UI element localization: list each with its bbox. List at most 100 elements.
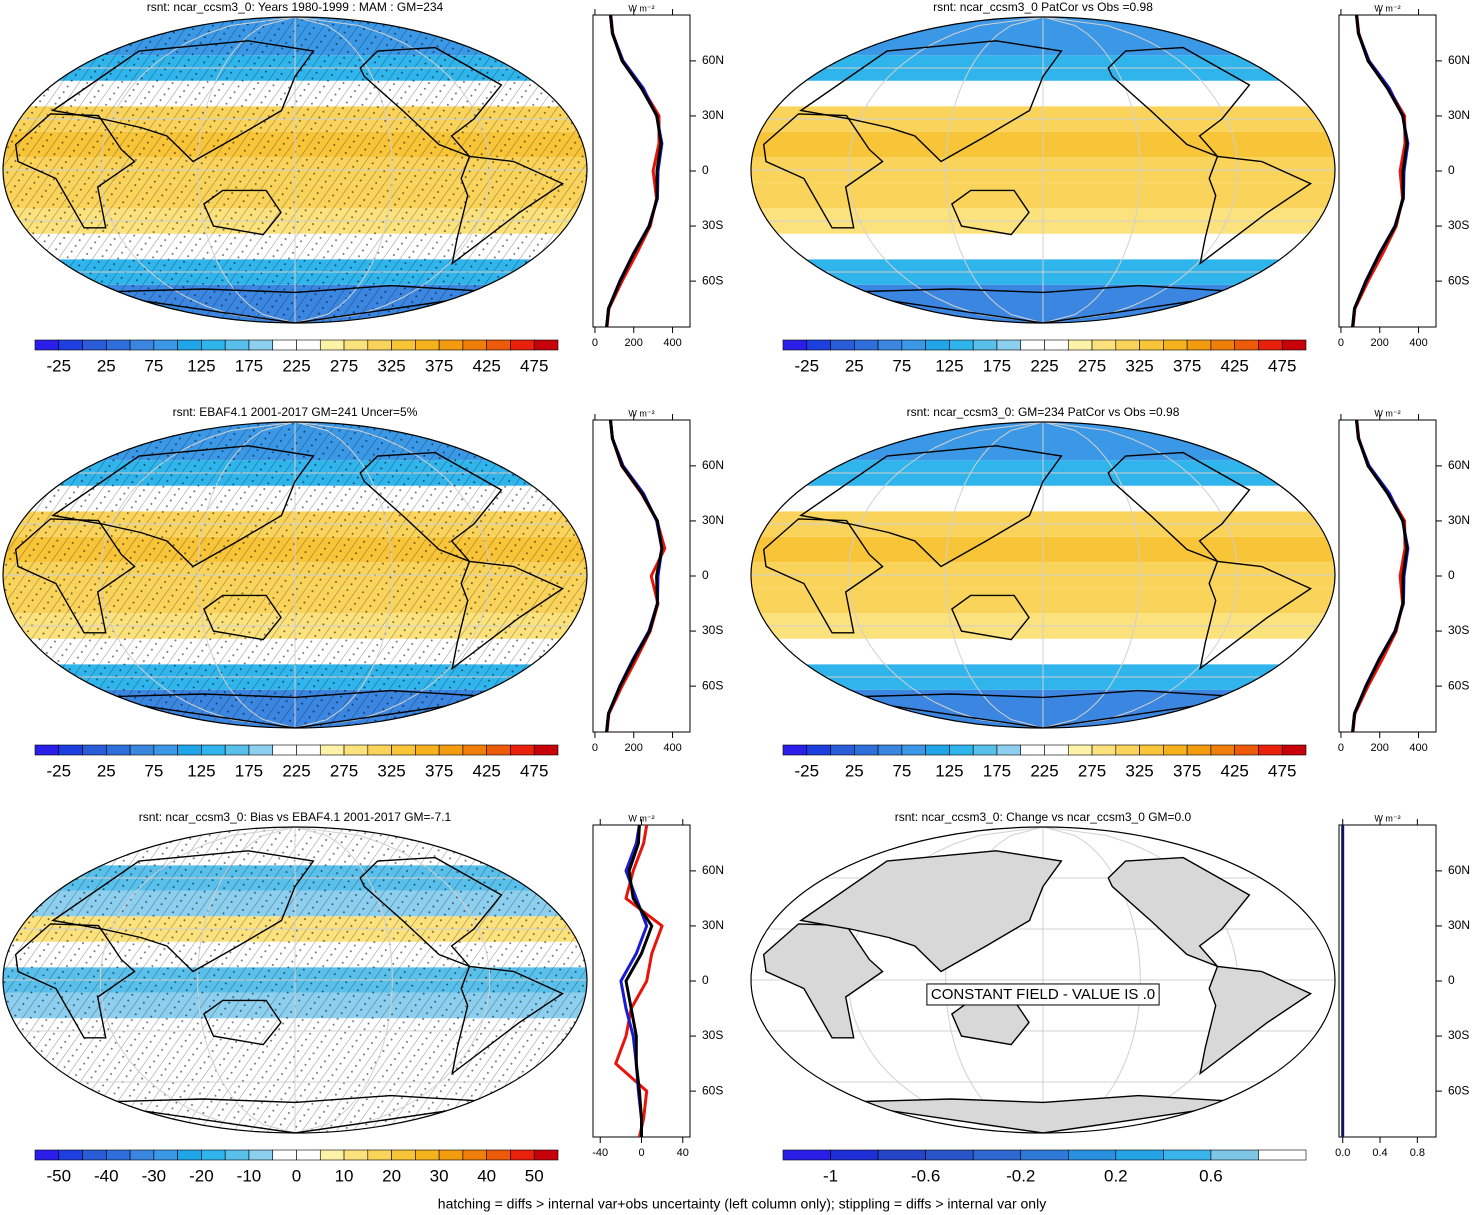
colorbar-box	[1091, 339, 1117, 351]
continent	[203, 999, 282, 1046]
footnote: hatching = diffs > internal var+obs unce…	[438, 1196, 1046, 1212]
colorbar-box	[248, 1149, 274, 1161]
map	[3, 17, 587, 323]
profile-line	[605, 14, 663, 328]
profile-frame	[592, 824, 691, 1138]
continent	[51, 850, 315, 973]
map-border	[750, 421, 1336, 729]
continent	[451, 155, 565, 266]
colorbar-box	[462, 339, 487, 351]
colorbar-box	[1139, 339, 1164, 351]
colorbar-label: 75	[144, 356, 163, 375]
colorbar-box	[415, 339, 440, 351]
x-tick-label: 0.4	[1372, 1147, 1387, 1159]
colorbar-box	[486, 1149, 511, 1161]
continent	[51, 445, 315, 568]
colorbar-box	[877, 339, 903, 351]
colorbar-box	[877, 1149, 926, 1161]
colorbar-label: 75	[892, 356, 911, 375]
colorbar-box	[1234, 339, 1259, 351]
colorbar-box	[806, 339, 831, 351]
colorbar-label: -25	[794, 761, 819, 780]
colorbar-box	[224, 1149, 250, 1161]
map-border	[750, 16, 1336, 324]
map-border	[2, 826, 588, 1134]
meridian	[1042, 17, 1239, 323]
y-tick-label: 30S	[1448, 218, 1469, 232]
meridian	[294, 827, 491, 1133]
colorbar-box	[1115, 339, 1140, 351]
colorbar-box	[1091, 744, 1117, 756]
y-tick-label: 60N	[1448, 863, 1470, 877]
colorbar-box	[391, 1149, 416, 1161]
colorbar-box	[854, 339, 879, 351]
colorbar-box	[830, 1149, 879, 1161]
colorbar-label: -25	[46, 761, 71, 780]
colorbar-label: 225	[282, 356, 310, 375]
x-tick-label: 0.0	[1335, 1147, 1350, 1159]
colorbar-box	[153, 744, 178, 756]
panel-title: rsnt: ncar_ccsm3_0 PatCor vs Obs =0.98	[933, 0, 1153, 14]
profile-line	[605, 419, 664, 733]
colorbar-label: 475	[520, 356, 548, 375]
colorbar-box	[972, 339, 998, 351]
colorbar-box	[129, 339, 155, 351]
y-tick-label: 30S	[1448, 623, 1469, 637]
colorbar-box	[1067, 1149, 1117, 1161]
colorbar-box	[82, 1149, 107, 1161]
colorbar-label: 375	[425, 356, 453, 375]
y-tick-label: 0	[1448, 568, 1455, 582]
map	[3, 422, 587, 728]
y-tick-label: 30N	[702, 108, 724, 122]
colorbar-box	[319, 744, 345, 756]
colorbar-box	[177, 339, 202, 351]
colorbar-label: -10	[237, 1166, 262, 1185]
colorbar-box	[248, 339, 274, 351]
colorbar-label: 10	[335, 1166, 354, 1185]
colorbar-box	[1258, 339, 1283, 351]
y-tick-label: 0	[702, 163, 709, 177]
x-tick-label: 400	[1409, 337, 1427, 349]
x-tick-label: 0	[592, 337, 598, 349]
y-tick-label: 30S	[702, 1028, 723, 1042]
meridian	[294, 17, 393, 323]
colorbar-box	[106, 339, 131, 351]
colorbar-box	[533, 339, 559, 351]
colorbar-label: 275	[330, 356, 358, 375]
colorbar-box	[415, 1149, 440, 1161]
colorbar-box	[1115, 1149, 1164, 1161]
x-tick-label: 200	[625, 337, 643, 349]
y-tick-label: 0	[702, 568, 709, 582]
map-border	[2, 16, 588, 324]
meridian	[294, 422, 393, 728]
colorbar-box	[224, 339, 250, 351]
colorbar-box	[949, 339, 974, 351]
map-border	[2, 421, 588, 729]
colorbar-box	[438, 1149, 464, 1161]
colorbar-label: 25	[97, 761, 116, 780]
continent	[1199, 155, 1313, 266]
colorbar-box	[34, 1149, 60, 1161]
y-tick-label: 30S	[702, 218, 723, 232]
y-tick-label: 60N	[1448, 458, 1470, 472]
profile-frame	[1338, 824, 1437, 1138]
colorbar-box	[201, 1149, 226, 1161]
colorbar-box	[1163, 339, 1188, 351]
colorbar-box	[972, 744, 998, 756]
colorbar-box	[925, 744, 950, 756]
colorbar-label: -1	[823, 1166, 838, 1185]
meridian	[99, 422, 296, 728]
meridian	[945, 422, 1044, 728]
continent	[832, 689, 1254, 728]
y-tick-label: 60N	[702, 863, 724, 877]
colorbar-label: 275	[330, 761, 358, 780]
continent	[799, 850, 1063, 973]
colorbar-label: 125	[187, 356, 215, 375]
colorbar-box	[129, 744, 155, 756]
colorbar-box	[925, 339, 950, 351]
colorbar-box	[1163, 744, 1188, 756]
x-tick-label: 0	[592, 742, 598, 754]
colorbar-box	[1234, 744, 1259, 756]
panel-title: rsnt: ncar_ccsm3_0: Change vs ncar_ccsm3…	[895, 810, 1192, 824]
colorbar-box	[34, 744, 60, 756]
